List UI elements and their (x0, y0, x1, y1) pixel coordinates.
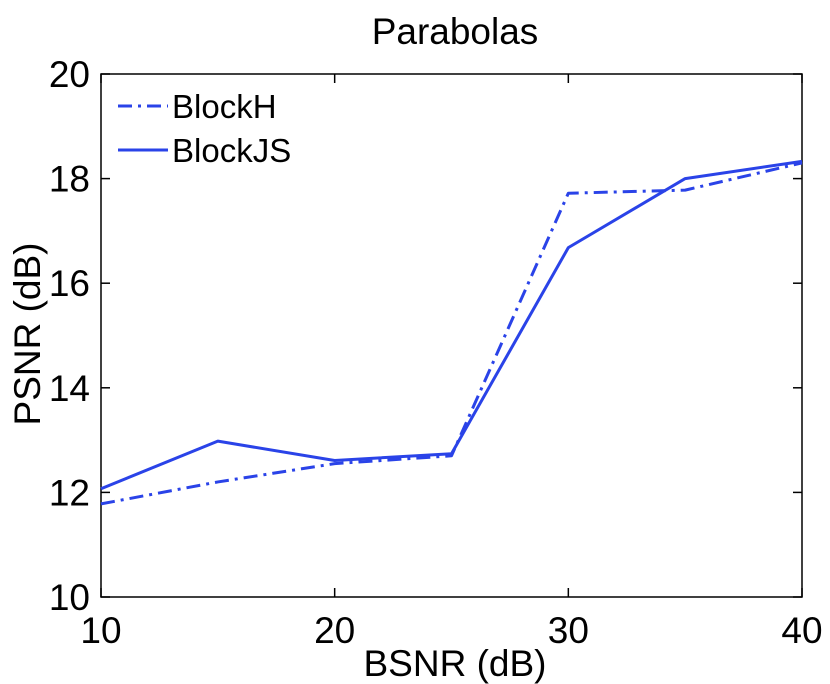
y-tick-label: 12 (49, 472, 90, 513)
series-line-blockjs (100, 159, 803, 491)
legend-label-blockjs: BlockJS (172, 132, 291, 169)
y-axis-label: PSNR (dB) (7, 243, 48, 426)
x-axis-label: BSNR (dB) (364, 643, 547, 684)
chart-title: Parabolas (372, 11, 539, 52)
x-tick-label: 20 (314, 610, 355, 651)
y-axis-ticks: 10 12 14 16 18 20 (49, 54, 802, 618)
plot-frame (100, 73, 803, 598)
x-tick-label: 40 (781, 610, 822, 651)
y-tick-label: 10 (49, 577, 90, 618)
y-tick-label: 14 (49, 368, 90, 409)
legend: BlockH BlockJS (118, 88, 291, 169)
y-tick-label: 16 (49, 263, 90, 304)
x-tick-label: 30 (548, 610, 589, 651)
x-tick-label: 10 (80, 610, 121, 651)
x-axis-ticks: 10 20 30 40 (80, 74, 823, 651)
legend-label-blockh: BlockH (172, 88, 277, 125)
y-tick-label: 18 (49, 159, 90, 200)
series-layer (100, 159, 803, 506)
y-tick-label: 20 (49, 54, 90, 95)
plot-area (100, 73, 803, 598)
